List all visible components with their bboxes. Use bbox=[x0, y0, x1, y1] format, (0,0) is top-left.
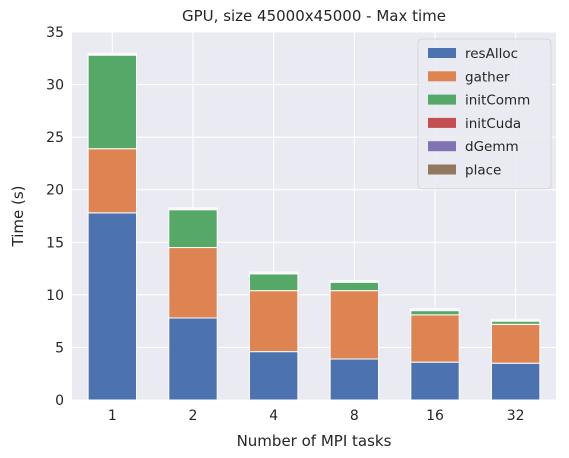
legend-label-gather: gather bbox=[465, 69, 510, 85]
legend-swatch-initComm bbox=[428, 95, 456, 105]
legend-label-resAlloc: resAlloc bbox=[465, 46, 518, 62]
x-tick-label: 2 bbox=[189, 408, 198, 424]
legend-label-place: place bbox=[465, 163, 501, 179]
y-tick-label: 25 bbox=[46, 130, 64, 146]
bar-segment-resAlloc-32 bbox=[491, 363, 539, 400]
y-tick-labels: 0 5 10 15 20 25 30 35 bbox=[46, 25, 64, 409]
chart-title: GPU, size 45000x45000 - Max time bbox=[182, 7, 446, 25]
legend-swatch-gather bbox=[428, 71, 456, 81]
bar-segment-gather-2 bbox=[169, 248, 217, 318]
y-tick-label: 10 bbox=[46, 288, 64, 304]
bar-segment-place-4 bbox=[249, 272, 297, 273]
x-tick-labels: 1 2 4 8 16 32 bbox=[108, 408, 525, 424]
bar-segment-place-1 bbox=[88, 53, 136, 54]
legend-label-initComm: initComm bbox=[465, 93, 530, 109]
legend-swatch-resAlloc bbox=[428, 48, 456, 58]
x-tick-label: 4 bbox=[269, 408, 278, 424]
y-tick-label: 5 bbox=[55, 340, 64, 356]
bar-segment-gather-1 bbox=[88, 149, 136, 213]
bar-segment-resAlloc-2 bbox=[169, 318, 217, 400]
y-tick-label: 30 bbox=[46, 78, 64, 94]
bar-segment-gather-32 bbox=[491, 324, 539, 363]
bar-segment-initComm-16 bbox=[411, 311, 459, 315]
y-tick-label: 20 bbox=[46, 183, 64, 199]
legend: resAlloc gather initComm initCuda dGemm place bbox=[418, 39, 551, 189]
bar-segment-gather-16 bbox=[411, 315, 459, 362]
x-tick-label: 16 bbox=[426, 408, 444, 424]
x-tick-label: 32 bbox=[507, 408, 525, 424]
x-axis-title: Number of MPI tasks bbox=[237, 432, 392, 450]
bar-segment-initComm-1 bbox=[88, 55, 136, 149]
y-tick-label: 0 bbox=[55, 393, 64, 409]
legend-swatch-initCuda bbox=[428, 118, 456, 128]
y-axis-title: Time (s) bbox=[9, 186, 27, 248]
bar-segment-place-2 bbox=[169, 208, 217, 209]
bar-segment-resAlloc-8 bbox=[330, 359, 378, 400]
bar-segment-place-16 bbox=[411, 309, 459, 310]
legend-swatch-dGemm bbox=[428, 141, 456, 151]
bar-segment-gather-8 bbox=[330, 291, 378, 359]
legend-label-initCuda: initCuda bbox=[465, 116, 521, 132]
bar-segment-resAlloc-16 bbox=[411, 362, 459, 400]
bar-segment-gather-4 bbox=[249, 291, 297, 352]
bar-segment-place-32 bbox=[491, 319, 539, 320]
bar-segment-resAlloc-1 bbox=[88, 213, 136, 400]
y-tick-label: 35 bbox=[46, 25, 64, 41]
bar-segment-initComm-8 bbox=[330, 282, 378, 290]
bar-segment-initComm-2 bbox=[169, 210, 217, 248]
x-tick-label: 1 bbox=[108, 408, 117, 424]
bar-segment-place-8 bbox=[330, 280, 378, 281]
legend-swatch-place bbox=[428, 165, 456, 175]
x-tick-label: 8 bbox=[350, 408, 359, 424]
y-tick-label: 15 bbox=[46, 235, 64, 251]
legend-label-dGemm: dGemm bbox=[465, 139, 519, 155]
bar-segment-resAlloc-4 bbox=[249, 352, 297, 400]
bar-segment-initComm-4 bbox=[249, 274, 297, 291]
